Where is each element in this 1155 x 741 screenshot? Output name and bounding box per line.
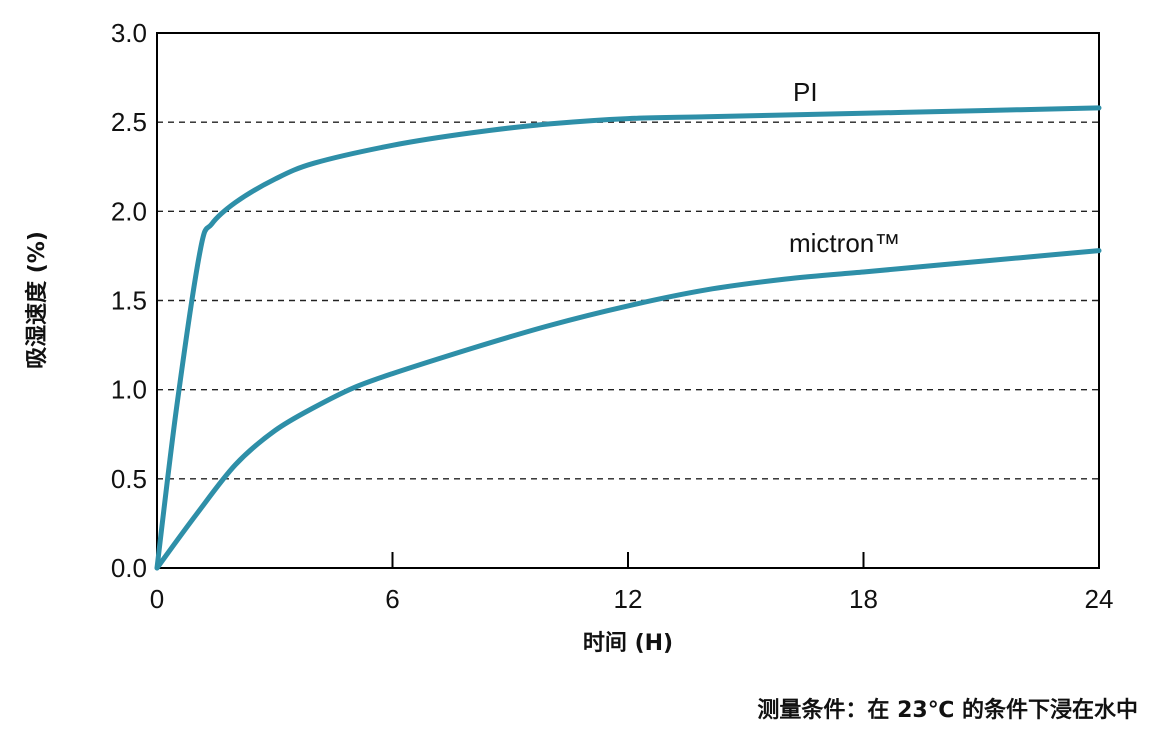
y-tick-label: 2.0 [111,196,147,226]
series-lines [154,105,1102,571]
x-tick-label: 0 [150,584,164,614]
x-axis-ticks: 0 6 12 18 24 [150,552,1114,614]
y-axis-title: 吸湿速度 (%) [24,231,50,369]
series-label-mictron: mictron™ [789,228,900,258]
series-label-pi: PI [793,77,818,107]
series-labels: PI mictron™ [789,77,900,258]
y-tick-label: 0.0 [111,553,147,583]
y-tick-label: 1.0 [111,375,147,405]
footnote: 测量条件：在 23℃ 的条件下浸在水中 [757,697,1138,723]
x-tick-label: 12 [614,584,643,614]
x-axis-title: 时间 (H) [583,631,673,656]
y-tick-label: 3.0 [111,18,147,48]
y-tick-label: 0.5 [111,464,147,494]
series-line-pi [154,105,1102,571]
y-tick-label: 1.5 [111,286,147,316]
x-tick-label: 18 [849,584,878,614]
gridlines [157,121,1099,480]
y-tick-label: 2.5 [111,107,147,137]
x-tick-label: 24 [1085,584,1114,614]
series-line-mictron [154,248,1102,571]
x-tick-label: 6 [385,584,399,614]
y-axis-ticks: 0.0 0.5 1.0 1.5 2.0 2.5 3.0 [111,18,147,583]
